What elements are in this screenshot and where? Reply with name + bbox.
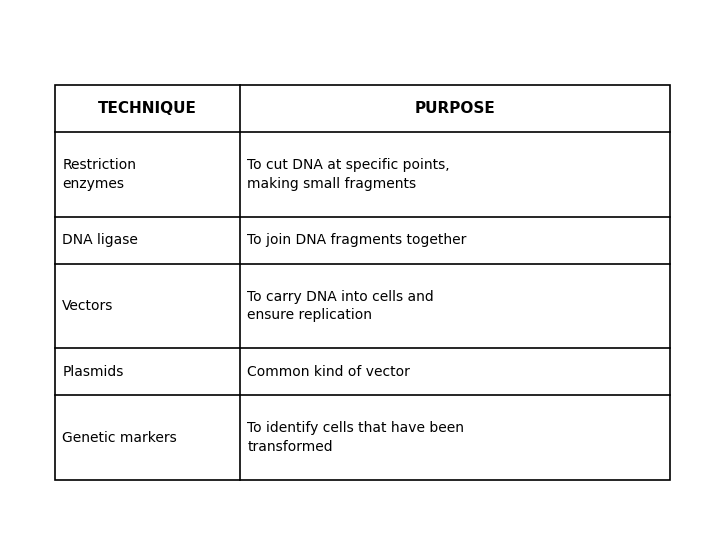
Text: To carry DNA into cells and
ensure replication: To carry DNA into cells and ensure repli… xyxy=(247,290,434,322)
Text: Vectors: Vectors xyxy=(62,299,114,313)
Text: To cut DNA at specific points,
making small fragments: To cut DNA at specific points, making sm… xyxy=(247,158,450,191)
Text: Common kind of vector: Common kind of vector xyxy=(247,365,410,379)
Text: PURPOSE: PURPOSE xyxy=(415,101,495,116)
Text: DNA ligase: DNA ligase xyxy=(62,233,138,247)
Text: TECHNIQUE: TECHNIQUE xyxy=(98,101,197,116)
Text: Plasmids: Plasmids xyxy=(62,365,124,379)
Bar xyxy=(55,85,670,480)
Text: To join DNA fragments together: To join DNA fragments together xyxy=(247,233,467,247)
Text: To identify cells that have been
transformed: To identify cells that have been transfo… xyxy=(247,422,464,454)
Text: Genetic markers: Genetic markers xyxy=(62,431,177,444)
Text: Restriction
enzymes: Restriction enzymes xyxy=(62,158,136,191)
